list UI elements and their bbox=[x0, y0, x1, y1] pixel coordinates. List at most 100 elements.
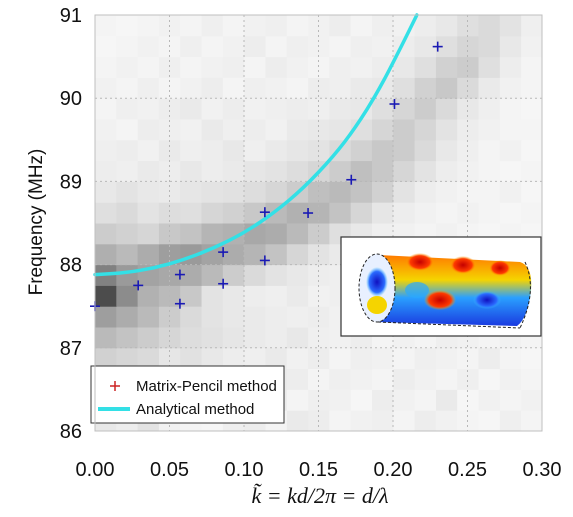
heatmap-cell bbox=[521, 35, 543, 58]
heatmap-cell bbox=[435, 56, 458, 78]
heatmap-cell bbox=[180, 264, 203, 286]
y-tick-label: 90 bbox=[60, 88, 82, 110]
heatmap-cell bbox=[180, 56, 203, 78]
heatmap-cell bbox=[435, 35, 458, 58]
heatmap-cell bbox=[222, 56, 245, 78]
heatmap-cell bbox=[499, 15, 522, 37]
x-axis-label: k̃ = kd/2π = d/λ bbox=[252, 483, 389, 508]
plot-frame bbox=[94, 14, 543, 432]
heatmap-cell bbox=[137, 15, 160, 37]
heatmap-cell bbox=[308, 327, 330, 349]
heatmap-cell bbox=[244, 347, 266, 370]
heatmap-cell bbox=[499, 160, 522, 182]
x-tick-label: 0.10 bbox=[225, 459, 264, 481]
heatmap-cell bbox=[478, 410, 501, 432]
legend-item-analytical: Analytical method bbox=[98, 401, 254, 418]
heatmap-cell bbox=[371, 35, 394, 58]
heatmap-cell bbox=[329, 15, 352, 37]
heatmap-cell bbox=[308, 202, 330, 224]
heatmap-cell bbox=[478, 368, 501, 390]
heatmap-cell bbox=[350, 368, 373, 390]
heatmap-cell bbox=[457, 160, 480, 182]
heatmap-cell bbox=[499, 56, 522, 78]
heatmap-cell bbox=[435, 410, 458, 432]
heatmap-cell bbox=[95, 35, 117, 58]
heatmap-cell bbox=[393, 202, 416, 224]
heatmap-cell bbox=[286, 327, 309, 349]
y-axis-label: Frequency (MHz) bbox=[26, 149, 47, 296]
heatmap-cell bbox=[137, 35, 160, 58]
heatmap-cell bbox=[158, 202, 181, 224]
heatmap-cell bbox=[180, 77, 203, 99]
heatmap-cell bbox=[286, 410, 309, 432]
heatmap-cell bbox=[244, 139, 266, 162]
heatmap-cell bbox=[180, 119, 203, 141]
heatmap-cell bbox=[457, 15, 480, 37]
heatmap-cell bbox=[329, 368, 352, 390]
heatmap-cell bbox=[201, 264, 224, 286]
x-tick-label: 0.25 bbox=[448, 459, 487, 481]
heatmap-cell bbox=[286, 264, 309, 286]
heatmap-cell bbox=[414, 160, 437, 182]
heatmap-cell bbox=[308, 243, 330, 266]
x-tick-label: 0.05 bbox=[150, 459, 189, 481]
heatmap-cell bbox=[350, 347, 373, 370]
heatmap-cell bbox=[265, 56, 288, 78]
heatmap-cell bbox=[180, 202, 203, 224]
heatmap-cell bbox=[201, 347, 224, 370]
heatmap-cell bbox=[244, 77, 266, 99]
heatmap-cell bbox=[244, 56, 266, 78]
heatmap-cell bbox=[393, 98, 416, 120]
heatmap-cell bbox=[137, 306, 160, 328]
heatmap-cell bbox=[308, 181, 330, 203]
heatmap-cell bbox=[222, 15, 245, 37]
heatmap-cell bbox=[414, 347, 437, 370]
heatmap-cell bbox=[180, 285, 203, 307]
heatmap-cell bbox=[116, 285, 139, 307]
heatmap-cell bbox=[116, 139, 139, 162]
heatmap-cell bbox=[435, 139, 458, 162]
heatmap-cell bbox=[265, 160, 288, 182]
heatmap-cell bbox=[201, 15, 224, 37]
heatmap-cell bbox=[116, 119, 139, 141]
heatmap-cell bbox=[244, 160, 266, 182]
heatmap-cell bbox=[350, 181, 373, 203]
legend-label-matrix-pencil: Matrix-Pencil method bbox=[136, 378, 277, 395]
heatmap-cell bbox=[414, 410, 437, 432]
heatmap-cell bbox=[435, 389, 458, 411]
heatmap-cell bbox=[222, 98, 245, 120]
heatmap-cell bbox=[478, 389, 501, 411]
heatmap-cell bbox=[244, 264, 266, 286]
matrix-pencil-point bbox=[133, 280, 144, 291]
heatmap-cell bbox=[116, 56, 139, 78]
heatmap-cell bbox=[521, 77, 543, 99]
matrix-pencil-point bbox=[218, 247, 229, 258]
heatmap-cell bbox=[350, 15, 373, 37]
heatmap-cell bbox=[457, 56, 480, 78]
heatmap-cell bbox=[116, 160, 139, 182]
heatmap-cell bbox=[201, 35, 224, 58]
heatmap-cell bbox=[350, 98, 373, 120]
heatmap-cell bbox=[521, 15, 543, 37]
heatmap-cell bbox=[286, 139, 309, 162]
heatmap-cell bbox=[116, 98, 139, 120]
heatmap-cell bbox=[521, 160, 543, 182]
heatmap-cell bbox=[95, 347, 117, 370]
x-tick-labels: 0.00 0.05 0.10 0.15 0.20 0.25 0.30 bbox=[76, 459, 562, 481]
heatmap-cell bbox=[478, 15, 501, 37]
heatmap-cell bbox=[265, 181, 288, 203]
y-tick-label: 91 bbox=[60, 5, 82, 27]
heatmap-cell bbox=[201, 160, 224, 182]
x-tick-label: 0.15 bbox=[299, 459, 338, 481]
heatmap-cell bbox=[393, 410, 416, 432]
heatmap-cell bbox=[116, 327, 139, 349]
heatmap-cell bbox=[329, 35, 352, 58]
heatmap-cell bbox=[329, 77, 352, 99]
heatmap-cell bbox=[222, 202, 245, 224]
heatmap-cell bbox=[457, 368, 480, 390]
heatmap-cell bbox=[521, 56, 543, 78]
heatmap-cell bbox=[137, 181, 160, 203]
heatmap-cell bbox=[414, 15, 437, 37]
heatmap-cell bbox=[414, 139, 437, 162]
